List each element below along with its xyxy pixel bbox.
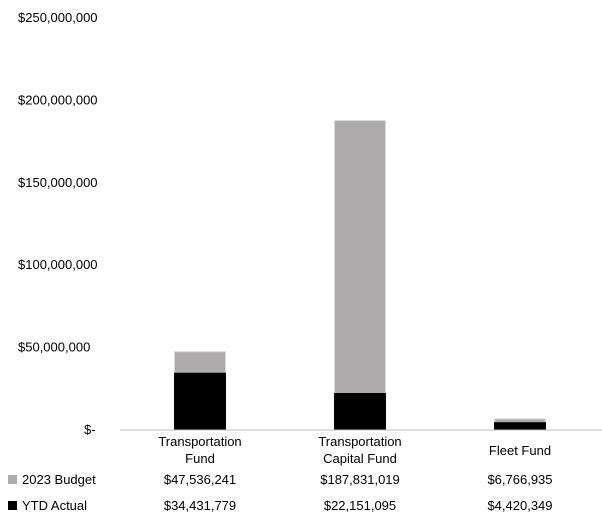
data-table: 2023 Budget $47,536,241 $187,831,019 $6,766…	[8, 472, 553, 513]
bars	[174, 119, 546, 431]
legend-swatch	[8, 475, 17, 484]
x-tick-label: Fund	[185, 451, 215, 466]
data-table-value: $47,536,241	[164, 472, 236, 487]
bar-actual-1	[334, 392, 386, 431]
y-axis: $- $50,000,000 $100,000,000 $150,000,000 $20…	[18, 10, 98, 437]
data-table-value: $34,431,779	[164, 498, 236, 513]
data-table-value: $187,831,019	[320, 472, 400, 487]
x-tick-label: Capital Fund	[323, 451, 397, 466]
x-tick-label: Fleet Fund	[489, 443, 551, 458]
legend-swatch	[8, 501, 17, 510]
y-tick-label: $-	[84, 422, 96, 437]
x-tick-label: Transportation	[318, 434, 401, 449]
data-table-value: $6,766,935	[487, 472, 552, 487]
bar-budget-1	[334, 119, 386, 431]
y-tick-label: $250,000,000	[18, 10, 98, 25]
x-axis: Transportation Fund Transportation Capital …	[158, 434, 551, 466]
data-table-value: $4,420,349	[487, 498, 552, 513]
y-tick-label: $50,000,000	[18, 340, 90, 355]
bar-actual-0	[174, 372, 226, 431]
legend-label: YTD Actual	[22, 498, 87, 513]
y-tick-label: $100,000,000	[18, 257, 98, 272]
x-tick-label: Transportation	[158, 434, 241, 449]
y-tick-label: $150,000,000	[18, 175, 98, 190]
bar-actual-2	[494, 422, 546, 431]
legend-label: 2023 Budget	[22, 472, 96, 487]
data-table-value: $22,151,095	[324, 498, 396, 513]
y-tick-label: $200,000,000	[18, 92, 98, 107]
